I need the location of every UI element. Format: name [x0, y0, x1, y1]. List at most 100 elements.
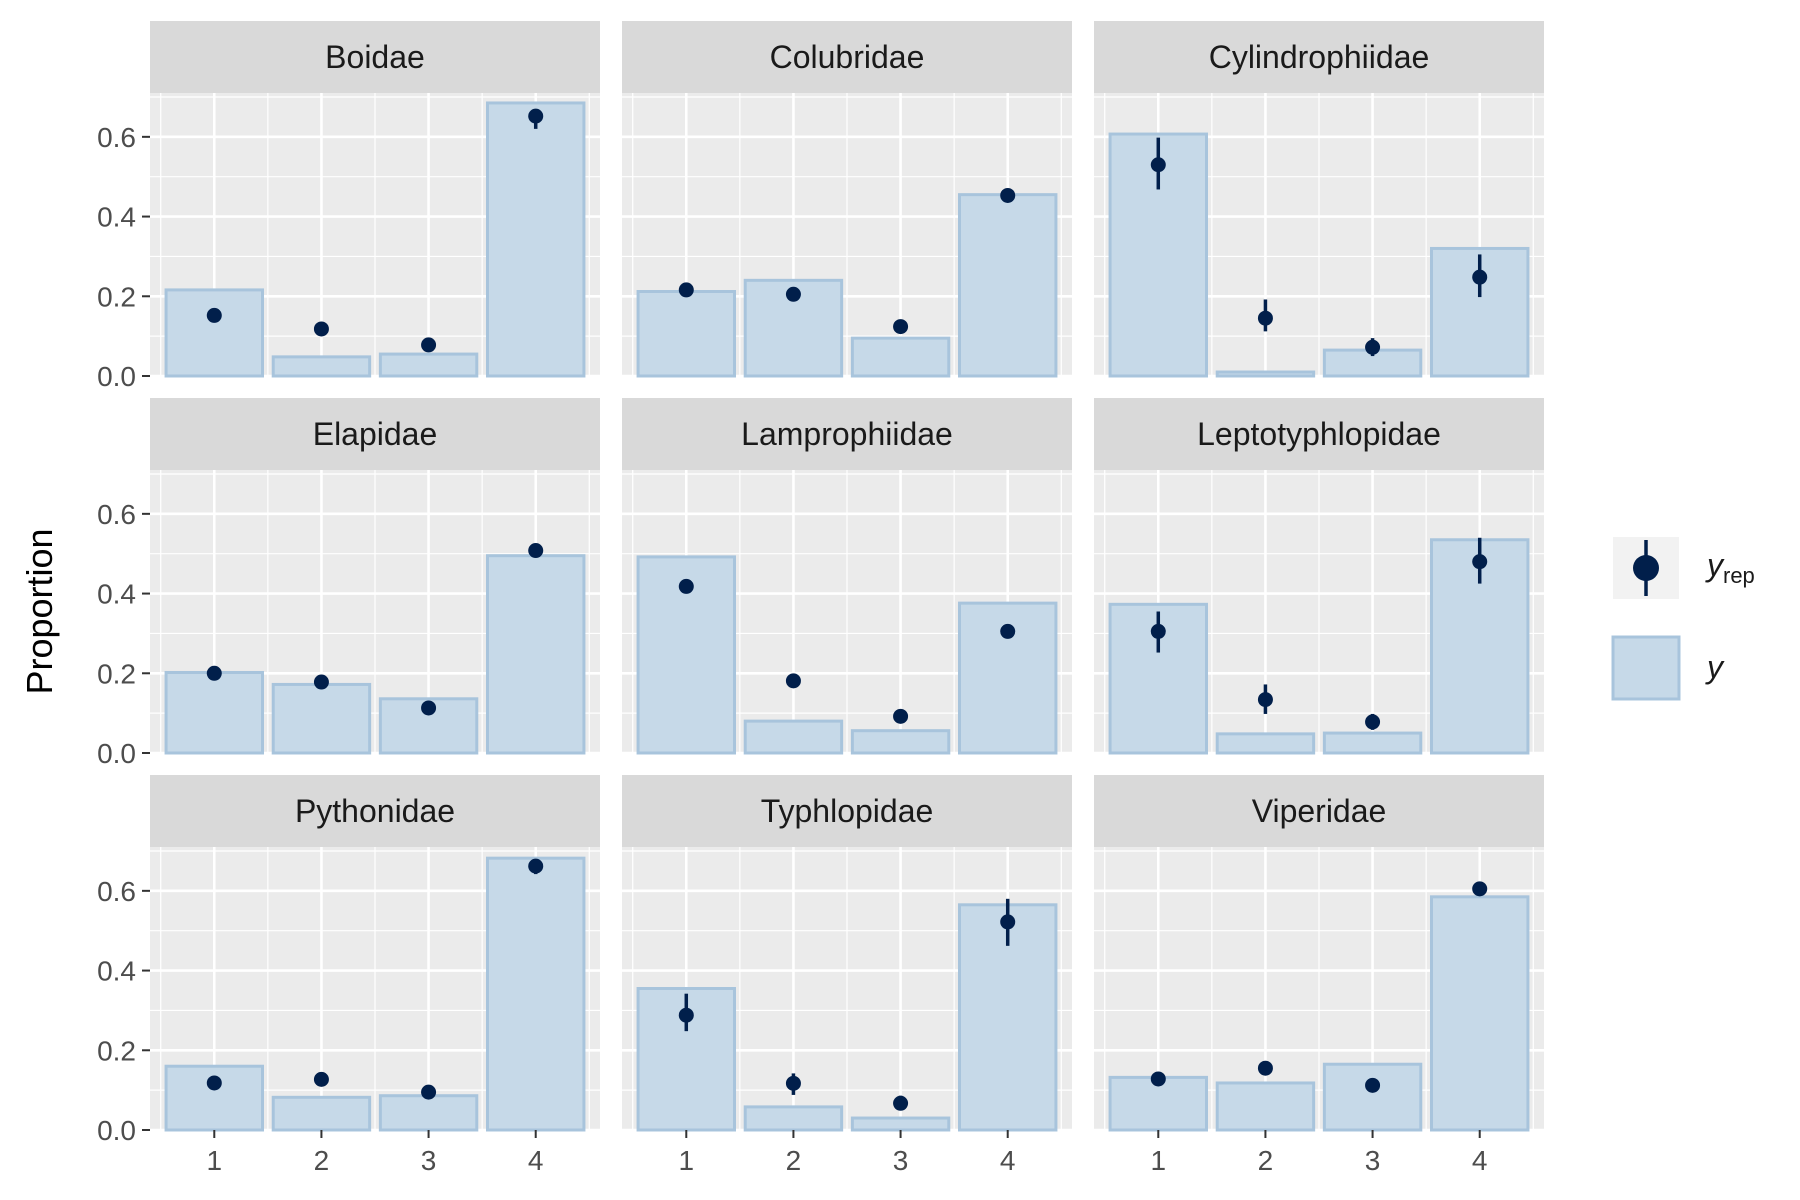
yrep-point-leptotyphlopidae-4 — [1472, 554, 1488, 570]
yrep-point-typhlopidae-4 — [1000, 914, 1016, 930]
y-tick-label: 0.2 — [97, 658, 136, 689]
yrep-point-typhlopidae-3 — [893, 1095, 909, 1111]
bar-y-pythonidae-3 — [378, 1094, 479, 1132]
x-tick-label: 1 — [1150, 1145, 1166, 1176]
bar-y-elapidae-4 — [486, 554, 586, 755]
yrep-point-lamprophiidae-3 — [893, 708, 909, 724]
x-tick-label: 2 — [1258, 1145, 1274, 1176]
bar-y-colubridae-2 — [743, 278, 844, 378]
bar-y-lamprophiidae-2 — [743, 719, 844, 755]
yrep-point-boidae-4 — [528, 108, 544, 124]
yrep-point-viperidae-1 — [1150, 1071, 1166, 1087]
yrep-point-typhlopidae-2 — [785, 1075, 801, 1091]
facet-strip-typhlopidae — [622, 775, 1072, 847]
bar-y-boidae-1 — [164, 288, 264, 378]
facet-label-typhlopidae: Typhlopidae — [761, 793, 934, 829]
yrep-point-lamprophiidae-1 — [678, 578, 694, 594]
bar-y-colubridae-3 — [850, 336, 951, 378]
facet-strip-boidae — [150, 21, 600, 93]
bar-y-leptotyphlopidae-2 — [1215, 732, 1316, 755]
bar-y-typhlopidae-3 — [850, 1116, 951, 1132]
bar-y-pythonidae-2 — [271, 1095, 372, 1132]
facet-strip-lamprophiidae — [622, 398, 1072, 470]
x-tick-label: 3 — [1365, 1145, 1381, 1176]
y-tick-label: 0.2 — [97, 1035, 136, 1066]
yrep-point-elapidae-1 — [206, 665, 222, 681]
yrep-point-pythonidae-2 — [313, 1071, 329, 1087]
bar-y-lamprophiidae-3 — [850, 729, 951, 755]
bar-y-boidae-4 — [486, 101, 586, 378]
yrep-point-elapidae-2 — [313, 674, 329, 690]
x-tick-label: 4 — [1472, 1145, 1488, 1176]
facet-strip-colubridae — [622, 21, 1072, 93]
y-tick-label: 0.6 — [97, 499, 136, 530]
bar-y-lamprophiidae-4 — [958, 601, 1058, 755]
yrep-point-leptotyphlopidae-2 — [1257, 692, 1273, 708]
bar-y-elapidae-1 — [164, 670, 264, 755]
facet-strip-leptotyphlopidae — [1094, 398, 1544, 470]
y-axis-title: Proportion — [19, 528, 60, 694]
y-tick-label: 0.4 — [97, 956, 136, 987]
yrep-point-colubridae-1 — [678, 282, 694, 298]
yrep-point-lamprophiidae-2 — [785, 673, 801, 689]
facet-label-colubridae: Colubridae — [770, 39, 925, 75]
bar-y-boidae-2 — [271, 355, 372, 378]
yrep-point-colubridae-4 — [1000, 187, 1016, 203]
facet-strip-elapidae — [150, 398, 600, 470]
yrep-point-lamprophiidae-4 — [1000, 623, 1016, 639]
yrep-point-elapidae-3 — [421, 700, 437, 716]
bar-y-elapidae-2 — [271, 682, 372, 755]
y-tick-label: 0.6 — [97, 876, 136, 907]
yrep-point-leptotyphlopidae-1 — [1150, 623, 1166, 639]
yrep-point-viperidae-4 — [1472, 881, 1488, 897]
facet-label-cylindrophiidae: Cylindrophiidae — [1209, 39, 1430, 75]
yrep-point-typhlopidae-1 — [678, 1007, 694, 1023]
yrep-point-elapidae-4 — [528, 543, 544, 559]
yrep-point-leptotyphlopidae-3 — [1365, 714, 1381, 730]
bar-y-typhlopidae-2 — [743, 1105, 844, 1132]
yrep-point-pythonidae-4 — [528, 858, 544, 874]
y-tick-label: 0.2 — [97, 281, 136, 312]
yrep-point-cylindrophiidae-3 — [1365, 339, 1381, 355]
yrep-point-boidae-2 — [313, 321, 329, 337]
x-tick-label: 1 — [678, 1145, 694, 1176]
yrep-point-pythonidae-1 — [206, 1075, 222, 1091]
bar-y-colubridae-4 — [958, 193, 1058, 378]
yrep-point-boidae-3 — [421, 337, 437, 353]
bar-y-viperidae-4 — [1430, 895, 1530, 1132]
bar-y-leptotyphlopidae-3 — [1322, 731, 1423, 755]
facet-strip-pythonidae — [150, 775, 600, 847]
facet-label-boidae: Boidae — [325, 39, 425, 75]
y-tick-label: 0.6 — [97, 122, 136, 153]
yrep-point-cylindrophiidae-1 — [1150, 157, 1166, 173]
yrep-point-boidae-1 — [206, 307, 222, 323]
legend-key-yrep-point — [1633, 555, 1659, 581]
bar-y-cylindrophiidae-2 — [1215, 370, 1316, 378]
facet-label-elapidae: Elapidae — [313, 416, 438, 452]
bar-y-boidae-3 — [378, 352, 479, 378]
y-tick-label: 0.4 — [97, 579, 136, 610]
yrep-point-viperidae-2 — [1257, 1060, 1273, 1076]
x-tick-label: 2 — [314, 1145, 330, 1176]
bar-y-colubridae-1 — [636, 289, 736, 378]
legend-label-y: y — [1705, 649, 1725, 685]
y-tick-label: 0.4 — [97, 202, 136, 233]
yrep-point-colubridae-2 — [785, 286, 801, 302]
x-tick-label: 3 — [421, 1145, 437, 1176]
x-tick-label: 4 — [528, 1145, 544, 1176]
y-tick-label: 0.0 — [97, 361, 136, 392]
facet-strip-viperidae — [1094, 775, 1544, 847]
y-tick-label: 0.0 — [97, 1115, 136, 1146]
x-tick-label: 1 — [206, 1145, 222, 1176]
facet-label-lamprophiidae: Lamprophiidae — [741, 416, 953, 452]
facet-label-pythonidae: Pythonidae — [295, 793, 455, 829]
yrep-point-cylindrophiidae-2 — [1257, 310, 1273, 326]
yrep-point-colubridae-3 — [893, 319, 909, 335]
facet-strip-cylindrophiidae — [1094, 21, 1544, 93]
yrep-point-pythonidae-3 — [421, 1084, 437, 1100]
bar-y-viperidae-3 — [1322, 1062, 1423, 1132]
bar-y-viperidae-2 — [1215, 1081, 1316, 1132]
bar-y-pythonidae-4 — [486, 856, 586, 1132]
